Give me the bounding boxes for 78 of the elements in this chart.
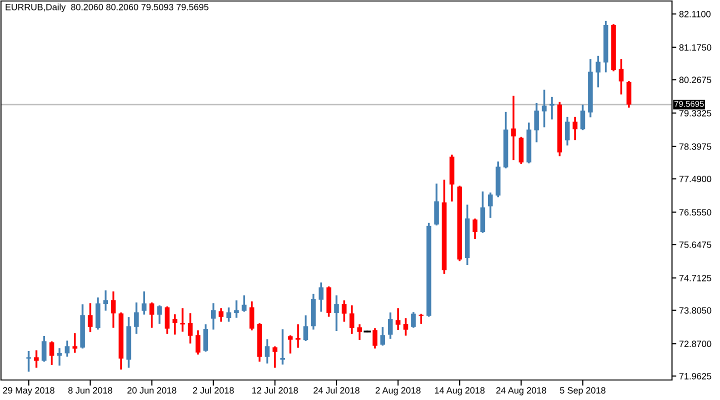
candlestick: [264, 339, 270, 364]
candlestick: [318, 282, 324, 312]
candlestick: [88, 303, 93, 332]
candlestick: [249, 301, 254, 330]
ref-line-label: 79.5695: [674, 100, 704, 107]
candlestick: [103, 290, 108, 311]
x-tick-label: 14 Aug 2018: [434, 387, 485, 396]
x-tick-label: 12 Jul 2018: [252, 386, 298, 394]
candlestick: [180, 308, 185, 332]
y-tick-label: 79.3325: [679, 110, 712, 116]
candlestick: [272, 346, 278, 368]
candlestick: [72, 333, 78, 353]
y-tick-label: 77.4900: [679, 176, 712, 182]
x-tick-label: 24 Aug 2018: [496, 387, 546, 396]
candlestick: [188, 313, 193, 344]
candlestick: [596, 56, 601, 88]
candlestick: [242, 295, 247, 312]
candlestick: [472, 218, 478, 239]
candlestick: [380, 327, 386, 346]
candlestick: [164, 306, 170, 334]
candlestick: [572, 116, 578, 140]
candlestick: [403, 318, 408, 336]
y-tick-label: 82.1100: [679, 10, 711, 18]
y-tick-label: 72.8700: [679, 340, 712, 348]
candlestick: [42, 336, 46, 362]
candlestick: [142, 291, 147, 315]
candlestick: [234, 300, 239, 318]
candlestick: [110, 291, 116, 328]
candlestick: [618, 59, 624, 94]
candlestick: [388, 312, 393, 339]
candlestick: [218, 308, 224, 322]
y-tick-label: 76.5550: [679, 209, 712, 216]
y-tick-label: 78.3975: [679, 143, 712, 150]
candlestick: [49, 341, 54, 365]
candlestick: [64, 340, 70, 357]
candlestick: [350, 305, 354, 334]
y-tick-label: 71.9625: [679, 373, 712, 380]
candlestick: [580, 104, 586, 130]
candlestick: [488, 192, 493, 218]
y-tick-label: 75.6475: [679, 242, 712, 248]
x-tick-label: 8 Jun 2018: [68, 387, 112, 394]
candlestick: [226, 307, 232, 322]
candlestick: [134, 302, 139, 334]
x-tick-label: 20 Jun 2018: [127, 387, 176, 394]
candlestick: [534, 102, 539, 142]
candlestick: [396, 308, 400, 330]
x-tick-label: 2 Jul 2018: [193, 386, 234, 394]
candlestick: [210, 303, 216, 330]
candlestick: [149, 302, 154, 328]
x-tick-label: 2 Aug 2018: [376, 387, 421, 396]
candlestick: [342, 300, 347, 322]
candlestick: [372, 328, 378, 349]
candlestick: [434, 184, 439, 226]
y-tick-label: 74.7125: [679, 274, 712, 282]
candlestick: [26, 350, 32, 372]
candlestick: [288, 335, 293, 354]
y-tick-label: 80.2675: [679, 76, 712, 84]
candlestick: [157, 305, 162, 324]
candlestick: [511, 96, 516, 160]
x-tick-label: 24 Jul 2018: [314, 386, 360, 394]
candlestick: [57, 348, 62, 366]
x-tick-label: 29 May 2018: [3, 387, 54, 396]
y-tick-label: 73.8050: [679, 307, 712, 314]
candlestick: [303, 315, 308, 342]
candlestick: [334, 295, 339, 332]
candlestick: [626, 80, 632, 108]
candlestick: [411, 312, 416, 328]
candlestick: [357, 324, 362, 340]
candlestick: [564, 116, 570, 146]
candlestick: [203, 324, 208, 352]
chart-title: EURRUB,Daily 80.2060 80.2060 79.5093 79.5695: [6, 4, 208, 12]
y-tick-label: 81.1750: [679, 44, 712, 51]
candlestick: [196, 330, 200, 355]
candlestick: [418, 314, 424, 324]
candlestick: [542, 90, 547, 128]
x-tick-label: 5 Sep 2018: [560, 387, 606, 396]
candlestick: [34, 350, 39, 368]
candlestick: [172, 314, 178, 335]
